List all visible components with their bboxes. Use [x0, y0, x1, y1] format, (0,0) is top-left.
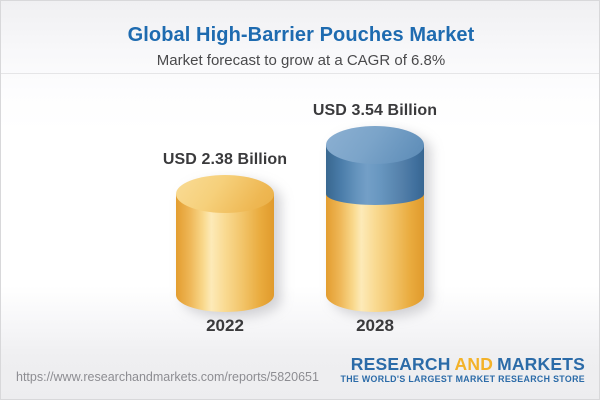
cylinder-2022: [176, 174, 274, 312]
header-divider: [1, 73, 599, 74]
logo-word-markets: MARKETS: [497, 354, 585, 374]
value-label-2028: USD 3.54 Billion: [312, 101, 438, 119]
year-label-2022: 2022: [206, 316, 244, 335]
researchandmarkets-logo: RESEARCH AND MARKETS THE WORLD'S LARGEST M…: [340, 355, 585, 385]
logo-wordmark: RESEARCH AND MARKETS: [340, 355, 585, 373]
cylinder-top-ellipse: [176, 174, 274, 213]
logo-tagline: THE WORLD'S LARGEST MARKET RESEARCH STOR…: [340, 374, 585, 385]
report-url: https://www.researchandmarkets.com/repor…: [16, 370, 319, 384]
value-label-2022: USD 2.38 Billion: [162, 150, 288, 168]
logo-word-research: RESEARCH: [350, 354, 451, 374]
cylinder-body: [176, 193, 274, 312]
page-subtitle: Market forecast to grow at a CAGR of 6.8…: [156, 52, 446, 69]
cylinder-2028: [326, 125, 424, 312]
year-label-2028: 2028: [356, 316, 394, 335]
page-title: Global High-Barrier Pouches Market: [127, 24, 475, 46]
logo-word-and: AND: [454, 354, 494, 374]
cylinder-top-ellipse: [326, 125, 424, 164]
